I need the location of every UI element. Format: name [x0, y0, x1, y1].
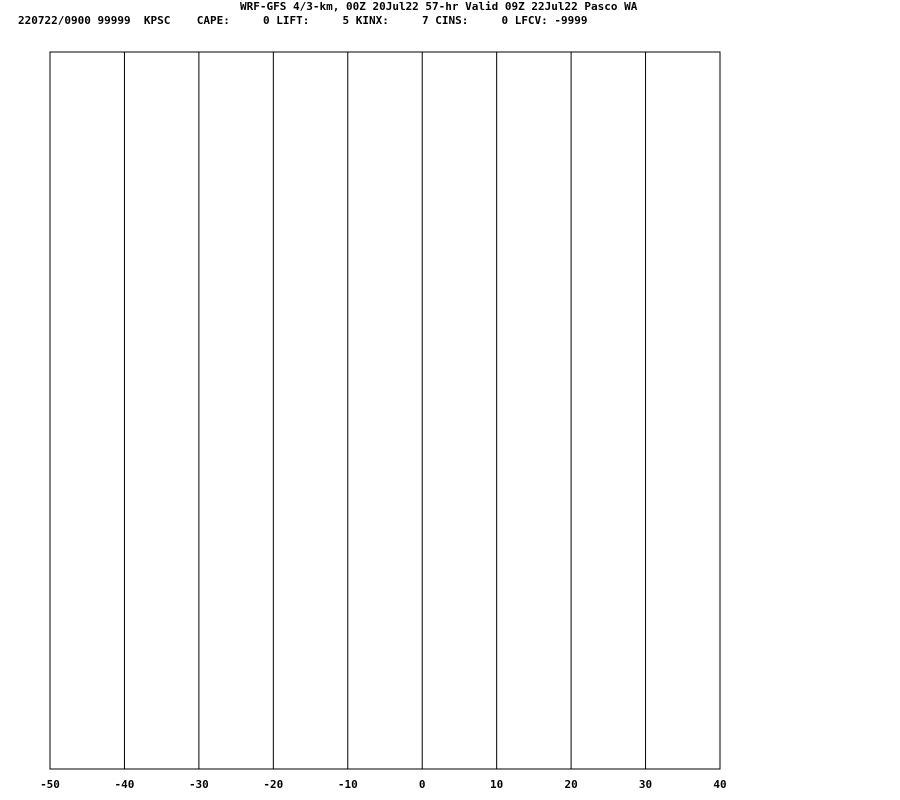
x-tick-label: -30	[189, 778, 209, 791]
x-tick-label: 30	[639, 778, 652, 791]
x-tick-label: -10	[338, 778, 358, 791]
x-tick-label: 40	[713, 778, 726, 791]
x-tick-label: 20	[564, 778, 577, 791]
x-tick-label: -20	[263, 778, 283, 791]
sounding-info-line: 220722/0900 99999 KPSC CAPE: 0 LIFT: 5 K…	[18, 14, 588, 27]
chart-title: WRF-GFS 4/3-km, 00Z 20Jul22 57-hr Valid …	[240, 0, 638, 13]
plot-frame	[49, 51, 721, 770]
x-tick-label: -50	[40, 778, 60, 791]
x-tick-label: 10	[490, 778, 503, 791]
x-tick-label: 0	[419, 778, 426, 791]
x-tick-label: -40	[115, 778, 135, 791]
